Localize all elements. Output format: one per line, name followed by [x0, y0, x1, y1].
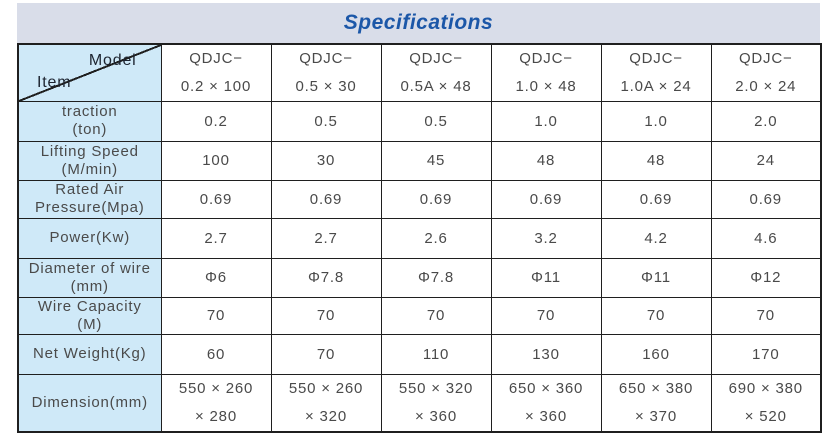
spec-cell: 48 — [490, 140, 602, 181]
spec-cell: 70 — [270, 296, 382, 335]
spec-cell: 3.2 — [490, 217, 602, 259]
table-row-dimension: Dimension(mm) 550 × 260 × 280 550 × 260 × … — [17, 373, 822, 433]
spec-cell: 70 — [600, 296, 712, 335]
model-header-cell: QDJC− 1.0A × 24 — [600, 43, 712, 102]
row-label: Dimension(mm) — [17, 373, 162, 433]
spec-cell: 650 × 380 × 370 — [600, 373, 712, 433]
model-header-cell: QDJC− 0.2 × 100 — [160, 43, 272, 102]
row-label: Wire Capacity (M) — [17, 296, 162, 335]
row-label: Diameter of wire (mm) — [17, 257, 162, 298]
spec-cell: 2.7 — [160, 217, 272, 259]
model-prefix: QDJC− — [189, 49, 243, 67]
spec-cell: Φ12 — [710, 257, 822, 298]
spec-cell: Φ11 — [600, 257, 712, 298]
spec-cell: 170 — [710, 333, 822, 375]
model-header-cell: QDJC− 0.5A × 48 — [380, 43, 492, 102]
spec-cell: 550 × 260 × 320 — [270, 373, 382, 433]
spec-cell: 4.2 — [600, 217, 712, 259]
model-header-cell: QDJC− 2.0 × 24 — [710, 43, 822, 102]
spec-cell: 0.2 — [160, 100, 272, 142]
spec-cell: 70 — [490, 296, 602, 335]
table-row-rated-air-pressure: Rated Air Pressure(Mpa) 0.69 0.69 0.69 0.… — [17, 179, 822, 219]
spec-cell: 24 — [710, 140, 822, 181]
table-row-wire-diameter: Diameter of wire (mm) Φ6 Φ7.8 Φ7.8 Φ11 Φ1… — [17, 257, 822, 298]
spec-cell: 0.5 — [380, 100, 492, 142]
row-label: traction (ton) — [17, 100, 162, 142]
table-row-traction: traction (ton) 0.2 0.5 0.5 1.0 1.0 2.0 — [17, 100, 822, 142]
spec-cell: 550 × 320 × 360 — [380, 373, 492, 433]
spec-cell: 0.69 — [380, 179, 492, 219]
spec-cell: 690 × 380 × 520 — [710, 373, 822, 433]
model-number: 0.2 × 100 — [180, 77, 252, 95]
model-prefix: QDJC− — [519, 49, 573, 67]
spec-cell: 4.6 — [710, 217, 822, 259]
model-item-corner-cell: Model Item — [17, 43, 162, 102]
spec-cell: Φ11 — [490, 257, 602, 298]
spec-cell: 60 — [160, 333, 272, 375]
spec-cell: 0.69 — [160, 179, 272, 219]
table-row-wire-capacity: Wire Capacity (M) 70 70 70 70 70 70 — [17, 296, 822, 335]
model-header-cell: QDJC− 1.0 × 48 — [490, 43, 602, 102]
row-label: Net Weight(Kg) — [17, 333, 162, 375]
spec-cell: 550 × 260 × 280 — [160, 373, 272, 433]
model-number: 0.5 × 30 — [295, 77, 357, 95]
spec-cell: Φ6 — [160, 257, 272, 298]
table-row-net-weight: Net Weight(Kg) 60 70 110 130 160 170 — [17, 333, 822, 375]
spec-cell: 30 — [270, 140, 382, 181]
spec-cell: 0.69 — [270, 179, 382, 219]
row-label: Rated Air Pressure(Mpa) — [17, 179, 162, 219]
spec-cell: 130 — [490, 333, 602, 375]
spec-cell: 1.0 — [490, 100, 602, 142]
model-prefix: QDJC− — [409, 49, 463, 67]
model-number: 1.0A × 24 — [620, 77, 692, 95]
model-prefix: QDJC− — [299, 49, 353, 67]
spec-cell: 48 — [600, 140, 712, 181]
spec-cell: 0.5 — [270, 100, 382, 142]
spec-cell: 2.0 — [710, 100, 822, 142]
row-label: Power(Kw) — [17, 217, 162, 259]
spec-cell: 2.7 — [270, 217, 382, 259]
spec-cell: Φ7.8 — [270, 257, 382, 298]
spec-cell: 70 — [710, 296, 822, 335]
spec-cell: 45 — [380, 140, 492, 181]
table-row-lifting-speed: Lifting Speed (M/min) 100 30 45 48 48 24 — [17, 140, 822, 181]
spec-cell: Φ7.8 — [380, 257, 492, 298]
specifications-banner: Specifications — [17, 3, 820, 43]
spec-cell: 2.6 — [380, 217, 492, 259]
spec-cell: 0.69 — [600, 179, 712, 219]
spec-cell: 1.0 — [600, 100, 712, 142]
model-prefix: QDJC− — [738, 49, 793, 67]
spec-cell: 70 — [380, 296, 492, 335]
row-label: Lifting Speed (M/min) — [17, 140, 162, 181]
model-number: 0.5A × 48 — [400, 77, 472, 95]
spec-cell: 0.69 — [490, 179, 602, 219]
table-row-power: Power(Kw) 2.7 2.7 2.6 3.2 4.2 4.6 — [17, 217, 822, 259]
spec-cell: 70 — [270, 333, 382, 375]
spec-cell: 0.69 — [710, 179, 822, 219]
spec-cell: 100 — [160, 140, 272, 181]
corner-item-label: Item — [37, 73, 72, 91]
table-header-row: Model Item QDJC− 0.2 × 100 QDJC− 0.5 × 30 … — [17, 43, 822, 102]
model-number: 2.0 × 24 — [735, 77, 797, 95]
spec-cell: 110 — [380, 333, 492, 375]
spec-cell: 650 × 360 × 360 — [490, 373, 602, 433]
corner-model-label: Model — [88, 52, 137, 69]
spec-cell: 160 — [600, 333, 712, 375]
specifications-table: Model Item QDJC− 0.2 × 100 QDJC− 0.5 × 30 … — [17, 43, 822, 433]
spec-cell: 70 — [160, 296, 272, 335]
page-title: Specifications — [343, 11, 494, 34]
model-prefix: QDJC− — [629, 49, 683, 67]
model-header-cell: QDJC− 0.5 × 30 — [270, 43, 382, 102]
model-number: 1.0 × 48 — [515, 77, 577, 95]
